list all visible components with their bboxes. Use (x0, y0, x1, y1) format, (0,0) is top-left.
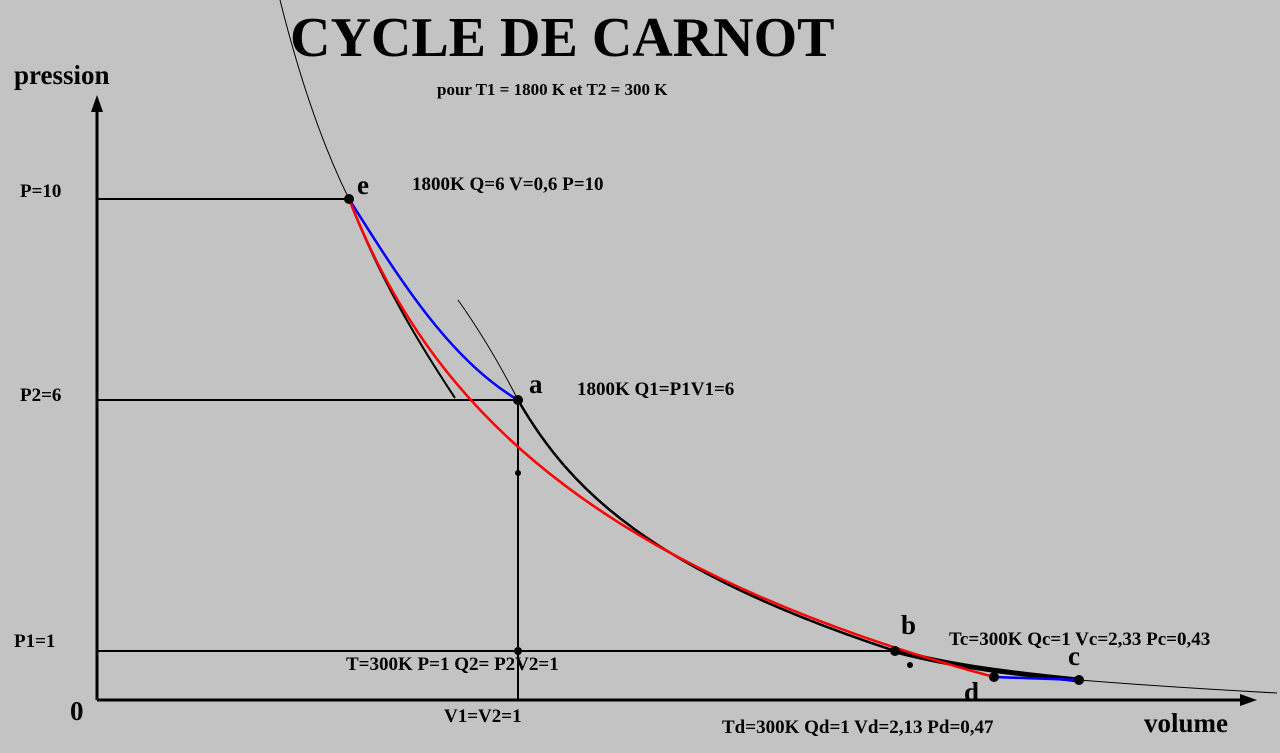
page-title: CYCLE DE CARNOT (290, 7, 835, 69)
subtitle: pour T1 = 1800 K et T2 = 300 K (437, 80, 668, 99)
tick-p1: P1=1 (14, 631, 55, 652)
point-c-marker (1074, 675, 1084, 685)
curve-e-a-black (348, 198, 456, 399)
points (344, 194, 1084, 685)
curve-b-c (894, 648, 1080, 683)
y-axis-label: pression (14, 60, 110, 90)
point-b-label: b (901, 610, 916, 640)
point-e-marker (344, 194, 354, 204)
origin-label: 0 (70, 696, 84, 726)
tick-p2: P2=6 (20, 385, 61, 406)
point-d-label: d (964, 677, 979, 707)
x-axis-label: volume (1144, 708, 1228, 738)
annotation-a: 1800K Q1=P1V1=6 (577, 379, 734, 400)
isotherm-hot-upper (279, 0, 350, 200)
point-red-mid-marker (907, 662, 913, 668)
annotation-c: Tc=300K Qc=1 Vc=2,33 Pc=0,43 (949, 629, 1210, 650)
tick-p10: P=10 (20, 181, 61, 202)
point-e-label: e (357, 170, 369, 200)
guide-lines (97, 198, 895, 700)
point-v1-red-marker (515, 470, 521, 476)
point-b-marker (890, 646, 900, 656)
point-v1p1-marker (514, 647, 522, 655)
point-a-marker (513, 395, 523, 405)
curve-a-b (516, 399, 896, 653)
asymptote-tail (1078, 679, 1278, 694)
y-axis-arrow (91, 95, 103, 112)
annotation-d: Td=300K Qd=1 Vd=2,13 Pd=0,47 (722, 717, 994, 738)
curve-e-a-blue (347, 198, 519, 402)
annotation-t: T=300K P=1 Q2= P2V2=1 (346, 654, 559, 675)
point-d-marker (989, 672, 999, 682)
tick-v1: V1=V2=1 (444, 706, 522, 727)
isotherm-extension (457, 299, 519, 401)
point-c-label: c (1068, 641, 1080, 671)
annotation-e: 1800K Q=6 V=0,6 P=10 (412, 174, 604, 195)
point-a-label: a (529, 369, 543, 399)
curve-e-d-red (347, 198, 995, 679)
axes (91, 95, 1257, 706)
x-axis-arrow (1240, 694, 1257, 706)
curve-d-c-blue (993, 675, 1080, 682)
